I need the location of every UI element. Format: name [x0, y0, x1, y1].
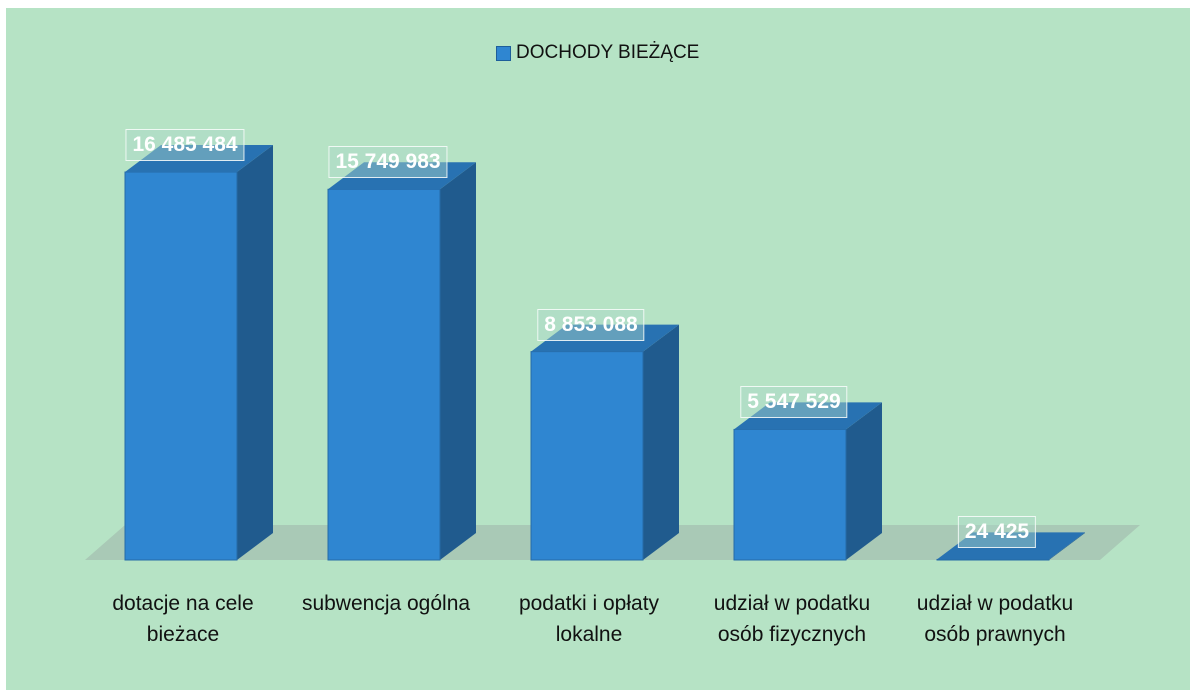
bar-side	[440, 162, 476, 560]
bar-top	[937, 532, 1085, 560]
legend: DOCHODY BIEŻĄCE	[496, 42, 699, 64]
legend-swatch	[496, 45, 511, 61]
bar-top	[734, 402, 882, 430]
x-tick-label: subwencja ogólna	[301, 592, 471, 615]
bar-side	[846, 402, 882, 560]
bar-top	[328, 162, 476, 190]
bar-top	[125, 145, 273, 172]
bar-front	[124, 171, 238, 561]
value-label: 5 547 529	[740, 386, 848, 419]
bar-front	[327, 188, 441, 561]
chart-area: DOCHODY BIEŻĄCE 16 485 484 dotacje na cel…	[6, 8, 1190, 690]
value-label: 16 485 484	[125, 129, 245, 161]
bar-side	[643, 324, 679, 560]
x-tick-label: dotacje na cele bieżace	[112, 592, 254, 646]
bar-top	[531, 324, 679, 352]
x-tick-label: podatki i opłaty lokalne	[518, 592, 660, 646]
x-tick-label: udział w podatku osób prawnych	[916, 592, 1074, 646]
value-label: 15 749 983	[328, 146, 448, 179]
chart	[85, 145, 1140, 561]
bar-front	[936, 558, 1050, 561]
x-tick-label: udział w podatku osób fizycznych	[713, 592, 871, 646]
bar-front	[733, 428, 847, 561]
bar-front	[530, 351, 644, 561]
value-label: 8 853 088	[537, 308, 645, 341]
bar-side	[237, 145, 273, 560]
legend-label: DOCHODY BIEŻĄCE	[516, 42, 700, 63]
bar-side	[1049, 532, 1085, 560]
value-label: 24 425	[957, 516, 1037, 549]
